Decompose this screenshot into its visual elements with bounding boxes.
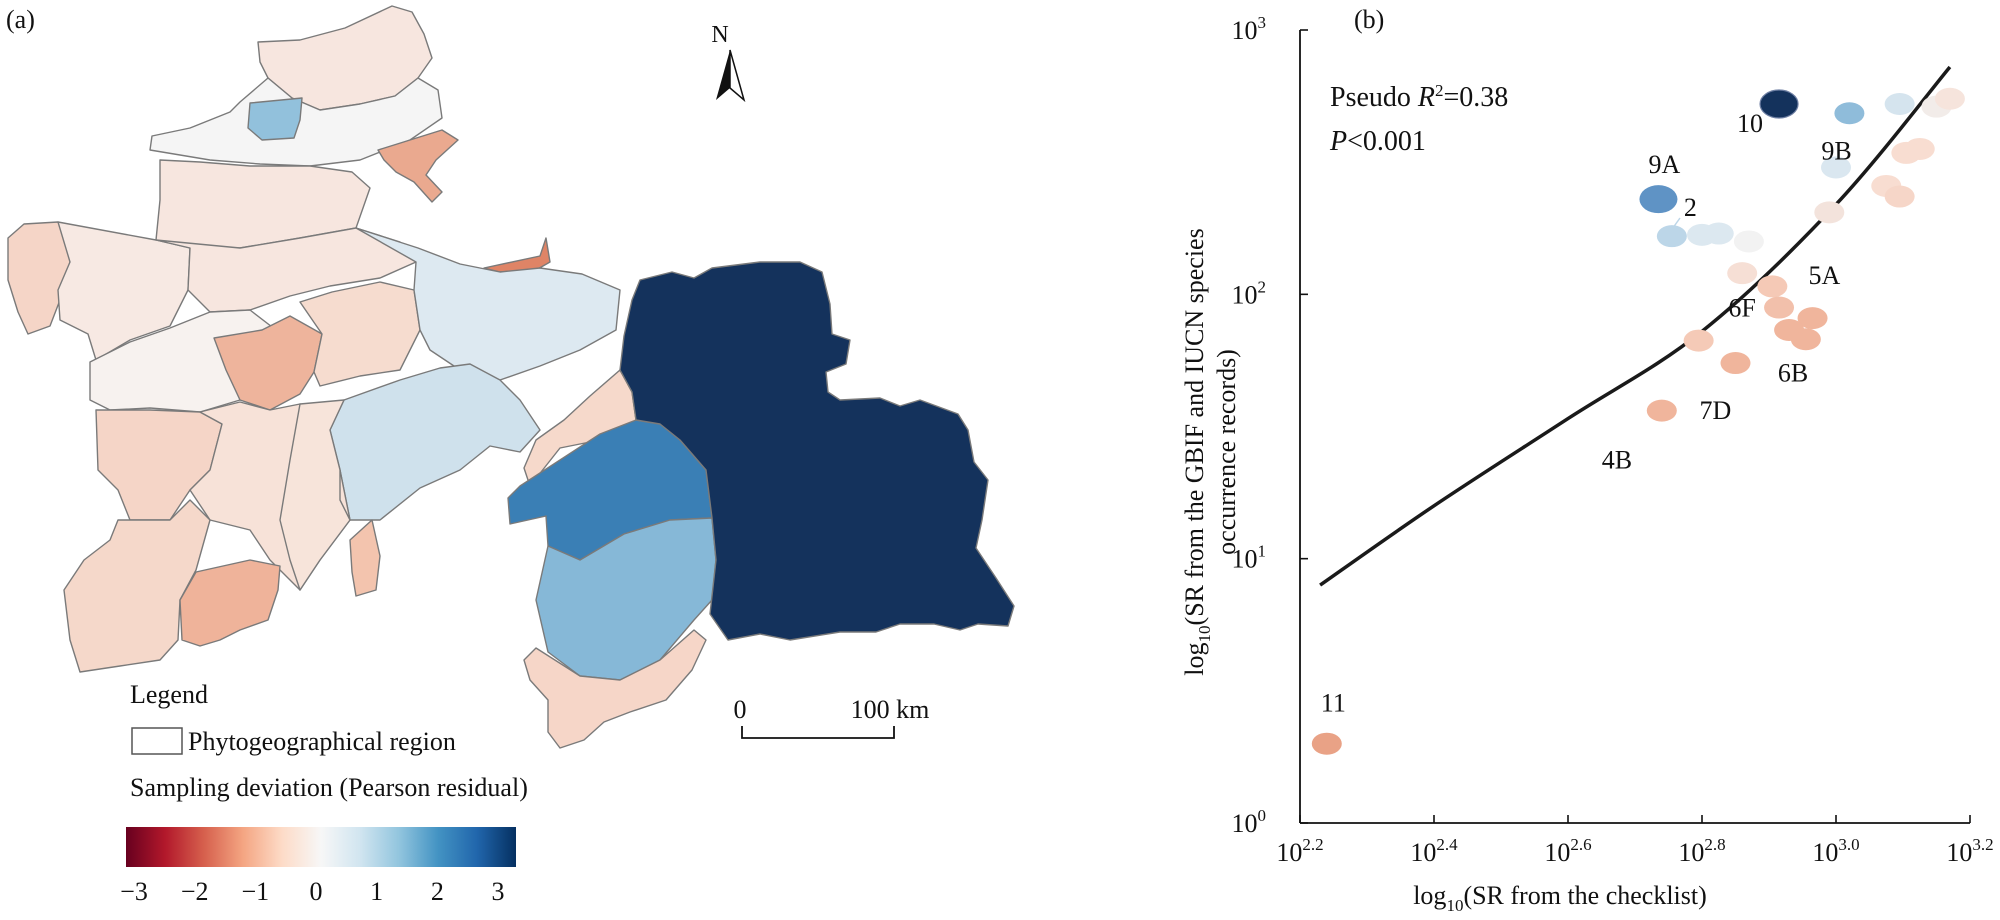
region-middle-pink (299, 281, 421, 387)
x-tick-label: 103.2 (1946, 835, 1993, 867)
scatter-point (1934, 87, 1965, 110)
point-label-10: 10 (1737, 109, 1763, 138)
x-axis-ticks: 102.2 102.4 102.6 102.8 103.0 103.2 (1276, 815, 1994, 867)
region-pale-blue-upper (355, 227, 621, 381)
scatter-point-4B (1646, 399, 1677, 422)
region-south-pink (523, 629, 707, 749)
scatter-point-5A (1797, 307, 1828, 330)
colorbar-tick-label: −1 (241, 877, 269, 906)
panel-b-chart: (b) 102.2 102.4 102.6 102.8 103.0 103.2 10010… (1180, 5, 1994, 915)
scatter-point-6F (1757, 275, 1788, 298)
legend-region-swatch (131, 727, 183, 755)
region-northeast-red (483, 237, 551, 273)
legend-title: Legend (130, 680, 208, 709)
scatter-point-9B (1834, 102, 1865, 125)
scale-bar: 0 100 km (734, 695, 930, 739)
colorbar-tick-label: −3 (120, 877, 148, 906)
scatter-point (1884, 185, 1915, 208)
scatter-point (1891, 141, 1922, 164)
panel-a-map: (a) (6, 5, 1015, 906)
north-arrow-right (729, 49, 746, 103)
colorbar (126, 827, 516, 867)
x-tick-label: 102.8 (1678, 835, 1725, 867)
x-tick-label: 102.6 (1544, 835, 1591, 867)
map-legend: Legend Phytogeographical region Sampling… (120, 680, 528, 906)
scatter-point (1683, 329, 1714, 352)
point-label-6F: 6F (1728, 293, 1755, 322)
point-label-9B: 9B (1821, 136, 1851, 165)
colorbar-ticks: −3 −2 −1 0 1 2 3 (120, 877, 504, 906)
north-arrow-left (716, 50, 730, 100)
scale-end-label: 100 km (851, 695, 930, 724)
point-label-11: 11 (1321, 689, 1346, 718)
region-north-blue (247, 97, 303, 141)
scatter-point (1764, 296, 1795, 319)
p-value-text: P<0.001 (1329, 126, 1426, 157)
scatter-point (1733, 230, 1764, 253)
x-tick-label: 102.4 (1410, 835, 1458, 867)
point-label-9A: 9A (1648, 150, 1680, 179)
region-middle-south-pink (279, 399, 351, 591)
panel-a-label: (a) (6, 5, 35, 34)
scatter-point (1884, 93, 1915, 116)
legend-region-label: Phytogeographical region (188, 727, 456, 756)
region-south-salmon (179, 559, 281, 647)
region-salmon-center (213, 315, 323, 411)
legend-deviation-label: Sampling deviation (Pearson residual) (130, 773, 528, 802)
scatter-point (1821, 156, 1851, 179)
x-tick-label: 103.0 (1812, 835, 1859, 867)
y-axis-title-line1: log10(SR from the GBIF and IUCN species (1180, 228, 1214, 675)
scale-line (741, 726, 895, 739)
y-tick-label: 100 (1232, 806, 1267, 838)
scatter-point-11 (1311, 732, 1342, 755)
region-polygons (7, 5, 1015, 749)
scatter-point-2 (1656, 225, 1687, 248)
scatter-point-7D (1720, 352, 1751, 375)
north-letter: N (711, 22, 728, 48)
region-small-south-pink (349, 519, 381, 597)
pseudo-r2-text: Pseudo R2=0.38 (1330, 81, 1508, 113)
region-east-dark (619, 261, 1015, 641)
y-tick-label: 103 (1232, 13, 1267, 45)
scatter-point (1687, 223, 1717, 246)
scatter-point (1814, 201, 1845, 224)
scatter-point-6B (1790, 328, 1821, 351)
point-label-4B: 4B (1602, 446, 1632, 475)
point-labels: 10 9B 9A2 6F 5A 6B 7D 4B 11 (1321, 109, 1852, 718)
region-northeast-finger (377, 129, 459, 203)
north-arrow: N (711, 22, 746, 103)
point-label-7D: 7D (1700, 396, 1732, 425)
region-southwest-lower (63, 499, 211, 673)
point-label-2: 2 (1684, 193, 1697, 222)
x-tick-label: 102.2 (1276, 835, 1323, 867)
colorbar-tick-label: −2 (181, 877, 209, 906)
y-tick-label: 102 (1232, 277, 1267, 309)
colorbar-tick-label: 0 (310, 877, 323, 906)
y-axis-title-line2: occurrence records) (1212, 349, 1241, 555)
y-axis-title: log10(SR from the GBIF and IUCN species … (1180, 228, 1241, 675)
scatter-point-10 (1759, 89, 1799, 119)
x-axis-title: log10(SR from the checklist) (1413, 881, 1707, 915)
label-2-leader (1669, 217, 1681, 233)
region-light-blue (535, 517, 717, 681)
scale-start-label: 0 (734, 695, 747, 724)
colorbar-tick-label: 1 (370, 877, 383, 906)
y-tick-label: 101 (1232, 542, 1267, 574)
fit-curve (1319, 65, 1952, 587)
y-axis-ticks: 100 101 102 103 (1232, 13, 1308, 838)
colorbar-tick-label: 2 (431, 877, 444, 906)
scatter-point (1727, 262, 1758, 285)
colorbar-tick-label: 3 (492, 877, 505, 906)
panel-b-label: (b) (1354, 5, 1384, 34)
point-label-5A: 5A (1809, 261, 1841, 290)
region-central-north (155, 227, 417, 313)
data-points (1311, 87, 1965, 755)
point-label-6B: 6B (1778, 358, 1808, 387)
scatter-point-9A (1639, 185, 1678, 214)
